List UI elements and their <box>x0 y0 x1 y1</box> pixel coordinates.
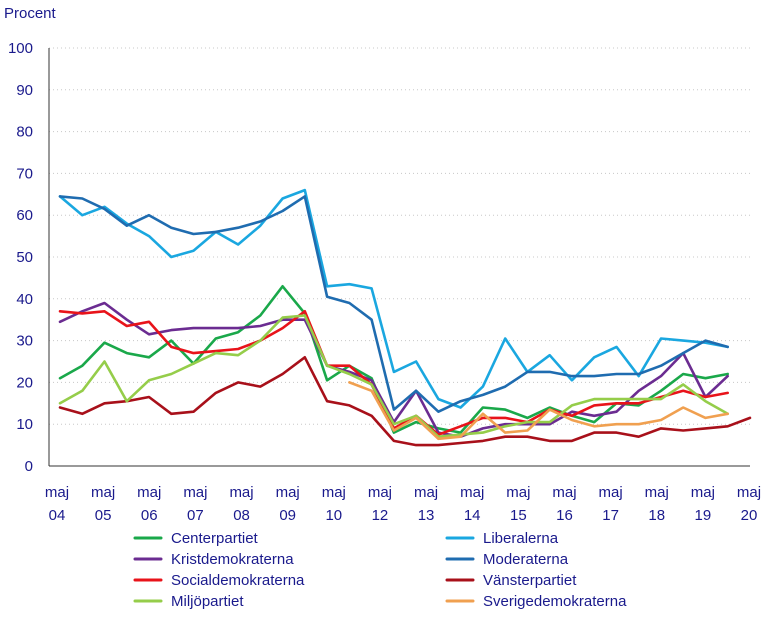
x-tick-label: 13 <box>418 507 435 524</box>
x-tick-label: maj <box>599 484 623 501</box>
series-line-v-nsterpartiet <box>58 355 752 447</box>
gridlines <box>48 47 750 467</box>
legend-label: Kristdemokraterna <box>171 551 294 568</box>
y-tick-label: 90 <box>16 82 33 99</box>
x-tick-label: 12 <box>372 507 389 524</box>
y-tick-label: 100 <box>8 40 33 57</box>
x-tick-label: 09 <box>279 507 296 524</box>
y-tick-label: 40 <box>16 291 33 308</box>
x-tick-label: maj <box>322 484 346 501</box>
y-tick-label: 50 <box>16 249 33 266</box>
legend-label: Miljöpartiet <box>171 593 244 610</box>
y-axis-unit-label: Procent <box>4 5 57 22</box>
series-line-sverigedemokraterna <box>348 381 730 441</box>
x-tick-label: 08 <box>233 507 250 524</box>
legend-label: Sverigedemokraterna <box>483 593 627 610</box>
x-tick-label: maj <box>276 484 300 501</box>
x-tick-label: 04 <box>49 507 66 524</box>
y-tick-label: 20 <box>16 374 33 391</box>
x-tick-label: 07 <box>187 507 204 524</box>
x-tick-label: maj <box>229 484 253 501</box>
x-tick-label: maj <box>368 484 392 501</box>
legend-label: Liberalerna <box>483 530 559 547</box>
x-tick-label: 16 <box>556 507 573 524</box>
series-line-moderaterna <box>58 195 730 414</box>
x-tick-label: 14 <box>464 507 481 524</box>
x-tick-label: maj <box>91 484 115 501</box>
x-tick-label: maj <box>45 484 69 501</box>
legend-label: Vänsterpartiet <box>483 572 577 589</box>
series-lines <box>58 188 752 447</box>
x-tick-label: maj <box>645 484 669 501</box>
series-line-milj-partiet <box>58 314 730 439</box>
x-tick-label: 15 <box>510 507 527 524</box>
y-axis-ticks: 0 10 20 30 40 50 60 70 80 90 100 <box>8 40 33 475</box>
x-tick-label: 05 <box>95 507 112 524</box>
x-tick-label: maj <box>737 484 761 501</box>
x-tick-label: 19 <box>695 507 712 524</box>
x-tick-label: 06 <box>141 507 158 524</box>
y-tick-label: 80 <box>16 124 33 141</box>
x-tick-label: 18 <box>648 507 665 524</box>
y-tick-label: 70 <box>16 165 33 182</box>
x-tick-label: 20 <box>741 507 758 524</box>
x-tick-label: maj <box>460 484 484 501</box>
legend-label: Centerpartiet <box>171 530 259 547</box>
y-tick-label: 10 <box>16 416 33 433</box>
x-tick-label: 17 <box>602 507 619 524</box>
x-tick-label: maj <box>414 484 438 501</box>
x-tick-label: maj <box>506 484 530 501</box>
legend-label: Moderaterna <box>483 551 569 568</box>
y-tick-label: 0 <box>25 458 33 475</box>
y-tick-label: 30 <box>16 333 33 350</box>
x-tick-label: maj <box>552 484 576 501</box>
y-tick-label: 60 <box>16 207 33 224</box>
x-tick-label: maj <box>183 484 207 501</box>
x-tick-label: maj <box>137 484 161 501</box>
x-tick-label: 10 <box>325 507 342 524</box>
legend: Centerpartiet Liberalerna Kristdemokratern… <box>133 530 627 610</box>
x-axis-ticks: maj 04 maj 05 maj 06 maj 07 maj 08 maj 09 maj 10 maj 12… <box>45 484 761 524</box>
legend-label: Socialdemokraterna <box>171 572 305 589</box>
x-tick-label: maj <box>691 484 715 501</box>
series-line-liberalerna <box>58 188 730 409</box>
